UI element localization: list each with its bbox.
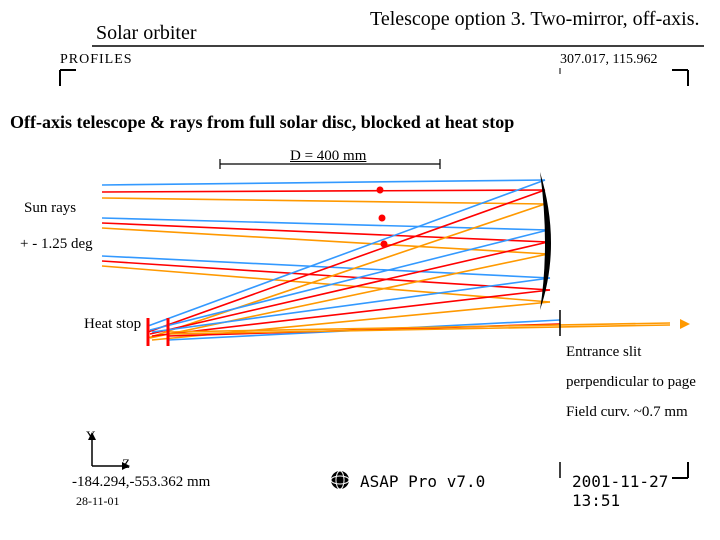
main-caption: Off-axis telescope & rays from full sola…: [10, 112, 514, 133]
footer-center-text: ASAP Pro v7.0: [360, 472, 485, 491]
footer-right-text: 2001-11-27 13:51: [572, 472, 720, 510]
axis-z-label: Z: [122, 456, 130, 472]
sun-rays-label: Sun rays: [24, 200, 76, 217]
axis-y-label: Y: [86, 428, 95, 444]
profiles-coords: 307.017, 115.962: [560, 52, 657, 68]
header-right-title: Telescope option 3. Two-mirror, off-axis…: [370, 8, 699, 31]
diagram-canvas: [0, 0, 720, 540]
field-curv-label: Field curv. ~0.7 mm: [566, 404, 688, 421]
footer-date-small: 28-11-01: [76, 494, 120, 509]
footer-coords: -184.294,-553.362 mm: [72, 474, 210, 491]
angle-label: + - 1.25 deg: [20, 236, 93, 253]
perpendicular-label: perpendicular to page: [566, 374, 696, 391]
heat-stop-label: Heat stop: [84, 316, 141, 333]
entrance-slit-label: Entrance slit: [566, 344, 641, 361]
header-left-title: Solar orbiter: [96, 22, 197, 45]
aperture-label: D = 400 mm: [290, 148, 366, 165]
profiles-label: PROFILES: [60, 52, 133, 68]
